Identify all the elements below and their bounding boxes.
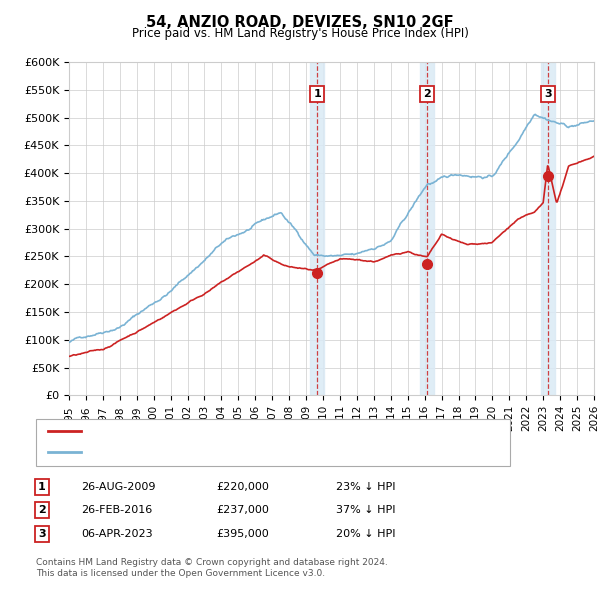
Text: £220,000: £220,000 — [216, 482, 269, 491]
Bar — [541, 62, 554, 395]
Text: 1: 1 — [38, 482, 46, 491]
Text: Contains HM Land Registry data © Crown copyright and database right 2024.
This d: Contains HM Land Registry data © Crown c… — [36, 558, 388, 578]
Text: 26-AUG-2009: 26-AUG-2009 — [81, 482, 155, 491]
Text: 54, ANZIO ROAD, DEVIZES, SN10 2GF: 54, ANZIO ROAD, DEVIZES, SN10 2GF — [146, 15, 454, 30]
Text: Price paid vs. HM Land Registry's House Price Index (HPI): Price paid vs. HM Land Registry's House … — [131, 27, 469, 40]
Text: 37% ↓ HPI: 37% ↓ HPI — [336, 506, 395, 515]
Text: 26-FEB-2016: 26-FEB-2016 — [81, 506, 152, 515]
Text: HPI: Average price, detached house, Wiltshire: HPI: Average price, detached house, Wilt… — [87, 447, 337, 457]
Text: 2: 2 — [38, 506, 46, 515]
Text: 2: 2 — [424, 88, 431, 99]
Text: 3: 3 — [544, 88, 551, 99]
Text: 54, ANZIO ROAD, DEVIZES, SN10 2GF (detached house): 54, ANZIO ROAD, DEVIZES, SN10 2GF (detac… — [87, 427, 393, 436]
Text: 06-APR-2023: 06-APR-2023 — [81, 529, 152, 539]
Text: £395,000: £395,000 — [216, 529, 269, 539]
Text: £237,000: £237,000 — [216, 506, 269, 515]
Text: 20% ↓ HPI: 20% ↓ HPI — [336, 529, 395, 539]
Text: 23% ↓ HPI: 23% ↓ HPI — [336, 482, 395, 491]
Text: 3: 3 — [38, 529, 46, 539]
Text: 1: 1 — [313, 88, 321, 99]
Bar — [310, 62, 324, 395]
Bar — [421, 62, 434, 395]
